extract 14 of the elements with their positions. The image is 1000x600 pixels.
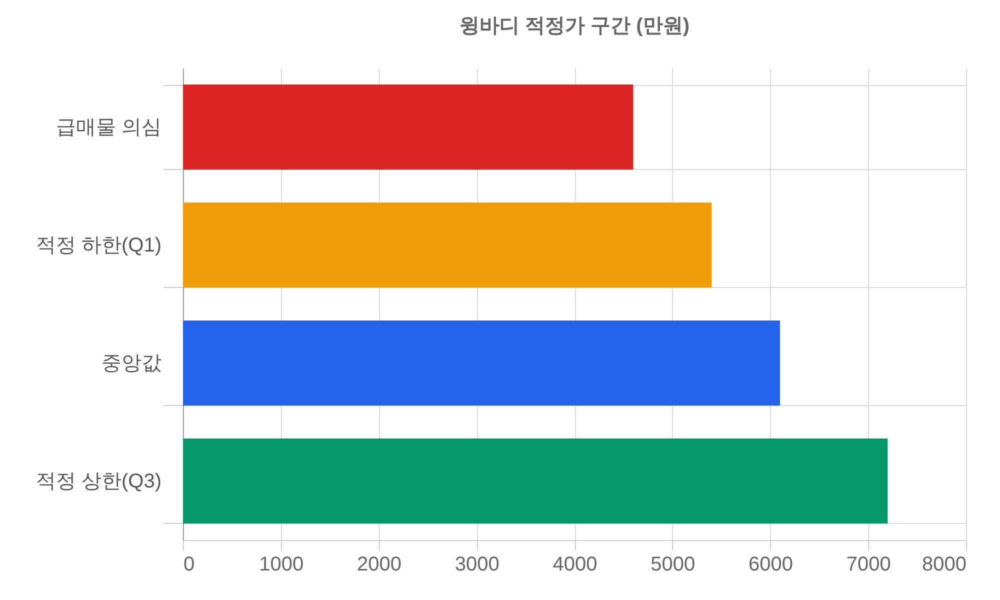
x-tick-label: 7000	[846, 554, 891, 576]
y-tick-label: 급매물 의심	[56, 116, 162, 138]
x-tick-label: 6000	[748, 554, 793, 576]
x-tick-label: 0	[184, 554, 195, 576]
x-tick-label: 2000	[357, 554, 402, 576]
x-tick-label: 4000	[552, 554, 598, 576]
y-tick-label: 적정 상한(Q3)	[36, 470, 162, 492]
y-tick-label: 중앙값	[102, 352, 162, 374]
y-tick-label: 적정 하한(Q1)	[36, 234, 162, 256]
x-tick-label: 1000	[259, 554, 304, 576]
x-tick-label: 8000	[922, 554, 966, 576]
x-tick-label: 3000	[454, 554, 500, 576]
chart-title: 윙바디 적정가 구간 (만원)	[460, 15, 690, 37]
x-tick-label: 5000	[650, 554, 696, 576]
